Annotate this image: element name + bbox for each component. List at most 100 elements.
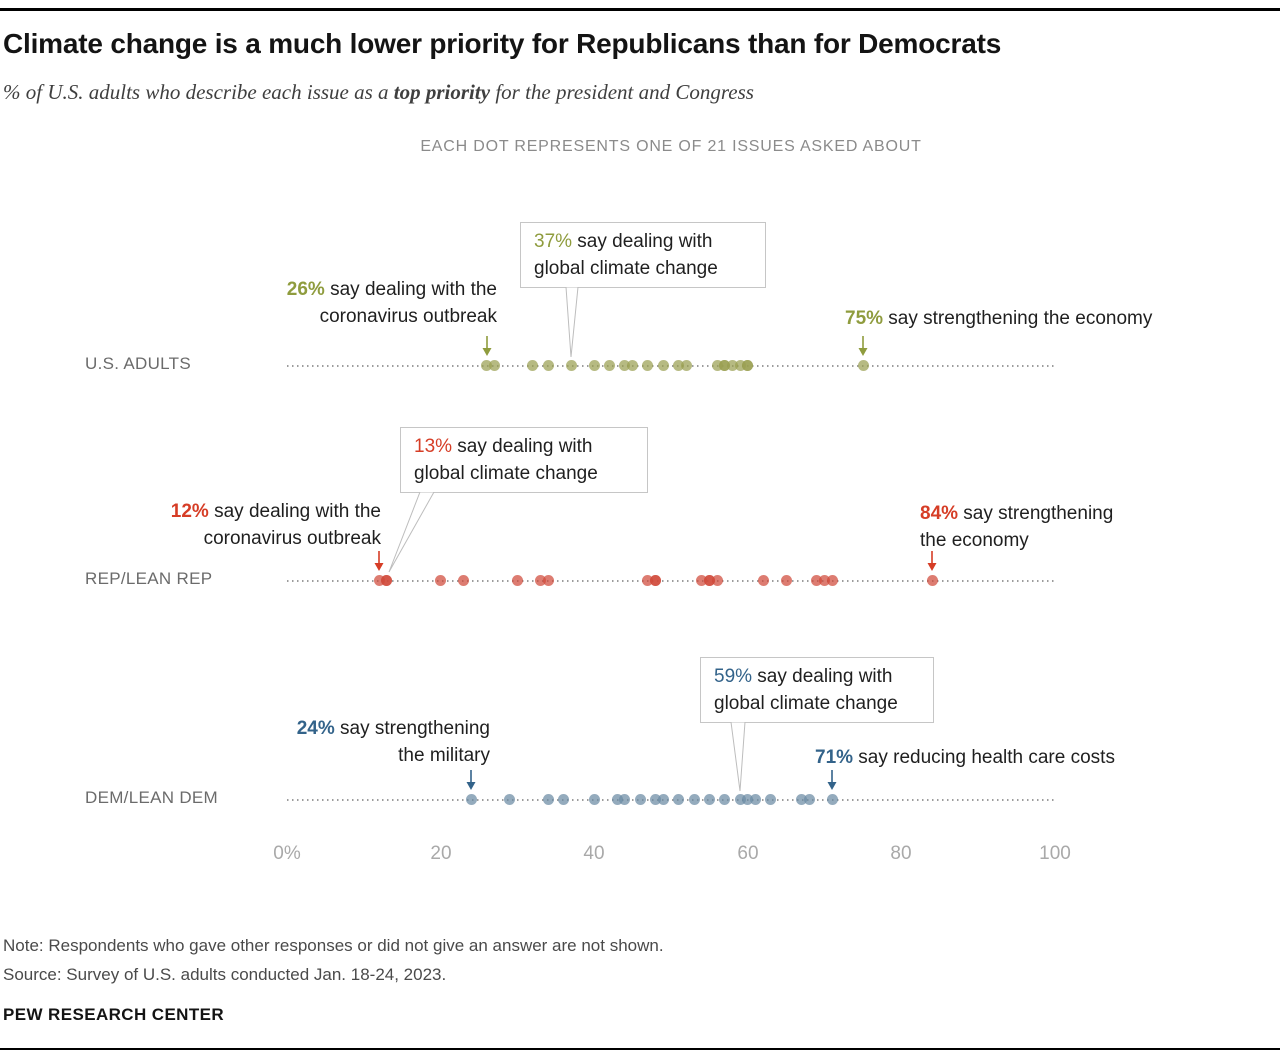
annotation-pct: 24%: [296, 718, 335, 739]
data-dot: [688, 794, 700, 805]
annotation-pct: 71%: [815, 747, 854, 768]
callout-rep-climate: 13% say dealing with global climate chan…: [400, 427, 648, 493]
annotation-rep-economy: 84% say strengthening the economy: [920, 500, 1125, 554]
data-dot: [749, 794, 761, 805]
callout-usadults-climate: 37% say dealing with global climate chan…: [520, 222, 766, 288]
source-note: Source: Survey of U.S. adults conducted …: [3, 965, 447, 984]
brand-logo: PEW RESEARCH CENTER: [3, 1005, 225, 1024]
callout-pct: 59%: [714, 666, 753, 687]
annotation-pct: 75%: [845, 308, 884, 329]
data-dot: [542, 575, 554, 586]
down-arrow-icon: [827, 770, 837, 790]
data-dot: [381, 575, 393, 586]
annotation-text: say strengthening the economy: [920, 503, 1114, 551]
annotation-usadults-coronavirus: 26% say dealing with the coronavirus out…: [247, 276, 497, 330]
data-dot: [588, 360, 600, 371]
data-dot: [481, 360, 493, 371]
data-dot: [673, 360, 685, 371]
callout-text: say dealing with global climate change: [714, 666, 898, 714]
data-dot: [465, 794, 477, 805]
footnote: Note: Respondents who gave other respons…: [3, 936, 664, 955]
axis-tick-80: 80: [890, 843, 912, 864]
data-dot: [734, 360, 746, 371]
data-dot: [642, 360, 654, 371]
data-dot: [680, 360, 692, 371]
data-dot: [588, 794, 600, 805]
down-arrow-icon: [466, 770, 476, 790]
data-dot: [650, 794, 662, 805]
row-label-dem: DEM/LEAN DEM: [85, 788, 219, 807]
callout-text: say dealing with global climate change: [414, 436, 598, 484]
annotation-text: say reducing health care costs: [853, 747, 1115, 768]
data-dot: [742, 794, 754, 805]
chart-title: Climate change is a much lower priority …: [3, 28, 1002, 59]
annotation-dem-military: 24% say strengthening the military: [290, 715, 490, 769]
annotation-text: say dealing with the coronavirus outbrea…: [319, 279, 497, 327]
data-dot: [634, 794, 646, 805]
data-dot: [557, 794, 569, 805]
data-dot: [742, 360, 754, 371]
data-dot: [611, 794, 623, 805]
callout-tail-icon: [565, 287, 579, 358]
axis-tick-0: 0%: [273, 843, 301, 864]
annotation-usadults-economy: 75% say strengthening the economy: [845, 305, 1152, 332]
annotation-rep-coronavirus: 12% say dealing with the coronavirus out…: [131, 498, 381, 552]
data-dot: [504, 794, 516, 805]
annotation-text: say strengthening the economy: [883, 308, 1153, 329]
data-dot: [435, 575, 447, 586]
data-dot: [826, 575, 838, 586]
data-dot: [619, 794, 631, 805]
data-dot: [711, 360, 723, 371]
data-dot: [696, 575, 708, 586]
data-dot: [604, 360, 616, 371]
data-dot: [650, 575, 662, 586]
annotation-pct: 26%: [286, 279, 325, 300]
axis-tick-40: 40: [583, 843, 605, 864]
data-dot: [373, 575, 385, 586]
callout-pct: 13%: [414, 436, 453, 457]
data-dot: [627, 360, 639, 371]
data-dot: [711, 575, 723, 586]
down-arrow-icon: [927, 551, 937, 571]
data-dot: [757, 575, 769, 586]
callout-tail-icon: [730, 722, 746, 792]
row-label-us-adults: U.S. ADULTS: [85, 354, 191, 373]
data-dot: [642, 575, 654, 586]
annotation-dem-healthcare: 71% say reducing health care costs: [815, 744, 1115, 771]
data-dot: [619, 360, 631, 371]
data-dot: [734, 794, 746, 805]
callout-text: say dealing with global climate change: [534, 231, 718, 279]
data-dot: [488, 360, 500, 371]
data-dot: [703, 794, 715, 805]
annotation-text: say dealing with the coronavirus outbrea…: [203, 501, 381, 549]
subtitle-prefix: % of U.S. adults who describe each issue…: [3, 80, 394, 104]
data-dot: [826, 794, 838, 805]
subtitle-suffix: for the president and Congress: [490, 80, 754, 104]
callout-dem-climate: 59% say dealing with global climate chan…: [700, 657, 934, 723]
subtitle-bold: top priority: [393, 80, 491, 104]
data-dot: [926, 575, 938, 586]
data-dot: [458, 575, 470, 586]
data-dot: [765, 794, 777, 805]
data-dot: [780, 575, 792, 586]
legend-note: EACH DOT REPRESENTS ONE OF 21 ISSUES ASK…: [420, 138, 922, 155]
down-arrow-icon: [374, 551, 384, 571]
data-dot: [803, 794, 815, 805]
axis-tick-100: 100: [1039, 843, 1071, 864]
data-dot: [542, 794, 554, 805]
down-arrow-icon: [858, 336, 868, 356]
data-dot: [565, 360, 577, 371]
annotation-text: say strengthening the military: [334, 718, 490, 766]
annotation-pct: 12%: [170, 501, 209, 522]
data-dot: [542, 360, 554, 371]
callout-pct: 37%: [534, 231, 573, 252]
bottom-rule: [0, 1048, 1280, 1050]
annotation-pct: 84%: [920, 503, 959, 524]
data-dot: [857, 360, 869, 371]
data-dot: [719, 360, 731, 371]
data-dot: [657, 794, 669, 805]
data-dot: [673, 794, 685, 805]
data-dot: [819, 575, 831, 586]
data-dot: [657, 360, 669, 371]
